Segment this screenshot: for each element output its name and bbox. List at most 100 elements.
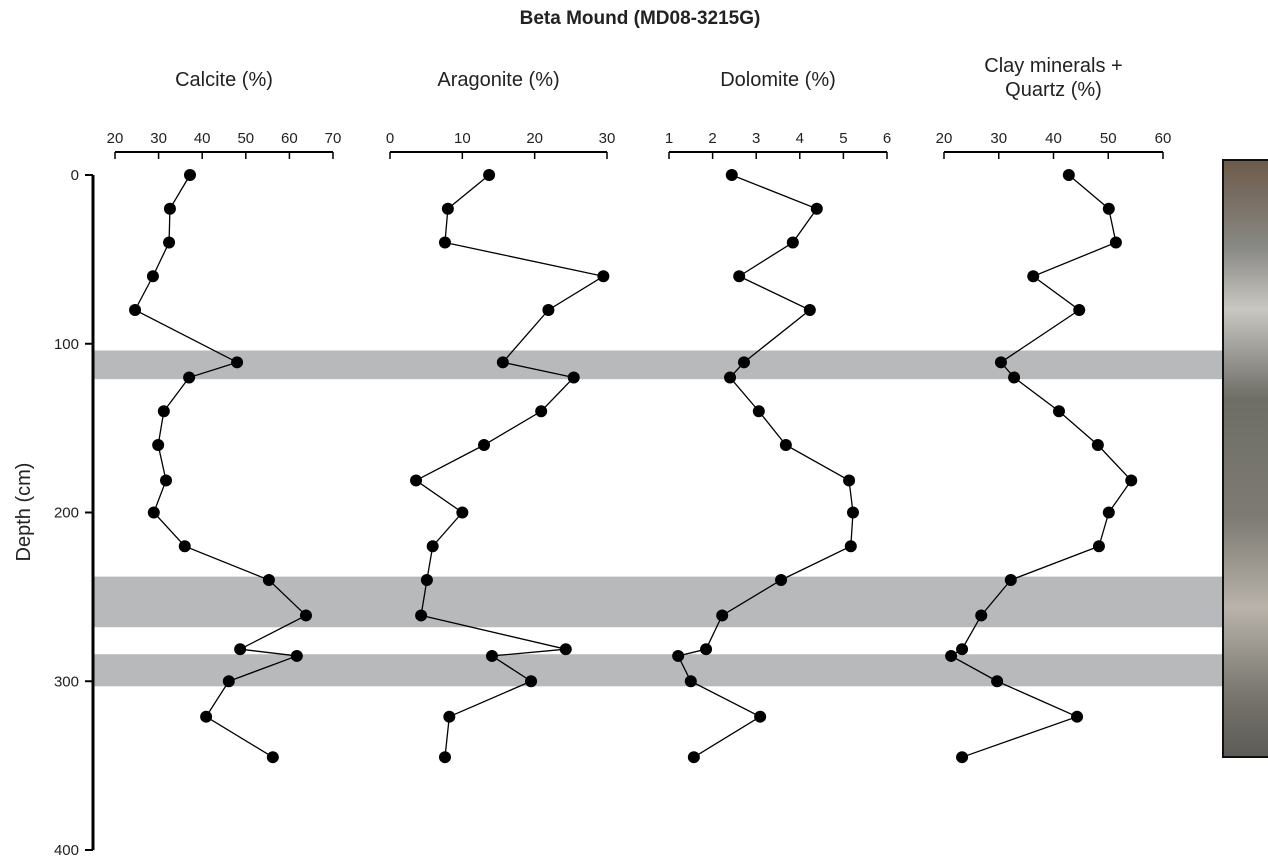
data-point — [1008, 372, 1020, 384]
x-tick-label: 60 — [281, 130, 298, 147]
data-point — [956, 643, 968, 655]
x-tick-label: 20 — [107, 130, 124, 147]
data-point — [726, 169, 738, 181]
y-tick-label: 200 — [54, 505, 79, 522]
data-point — [597, 270, 609, 282]
data-point — [1053, 405, 1065, 417]
data-point — [410, 474, 422, 486]
chart: Beta Mound (MD08-3215G) Depth (cm) 0 100 2… — [0, 0, 1268, 859]
data-point — [560, 643, 572, 655]
data-point — [164, 203, 176, 215]
data-point — [158, 405, 170, 417]
panel-title: Dolomite (%) — [683, 68, 873, 92]
data-point — [568, 372, 580, 384]
data-point — [1063, 169, 1075, 181]
x-tick-label: 30 — [990, 130, 1007, 147]
data-point — [542, 304, 554, 316]
y-tick-label: 100 — [54, 336, 79, 353]
data-point — [160, 474, 172, 486]
data-point — [183, 372, 195, 384]
x-tick-label: 30 — [599, 130, 616, 147]
data-point — [775, 574, 787, 586]
data-point — [804, 304, 816, 316]
data-point — [483, 169, 495, 181]
data-point — [525, 675, 537, 687]
y-axis-label: Depth (cm) — [13, 463, 35, 562]
data-point — [845, 540, 857, 552]
data-point — [700, 643, 712, 655]
x-tick-label: 4 — [796, 130, 804, 147]
data-point — [716, 609, 728, 621]
data-point — [148, 507, 160, 519]
data-point — [1071, 711, 1083, 723]
data-point — [478, 439, 490, 451]
data-point — [754, 711, 766, 723]
y-tick-label: 0 — [71, 167, 79, 184]
data-point — [811, 203, 823, 215]
data-point — [184, 169, 196, 181]
x-tick-label: 20 — [526, 130, 543, 147]
data-point — [1092, 439, 1104, 451]
x-tick-label: 40 — [194, 130, 211, 147]
data-point — [200, 711, 212, 723]
data-point — [672, 650, 684, 662]
data-point — [456, 507, 468, 519]
data-point — [753, 405, 765, 417]
data-point — [439, 237, 451, 249]
core-photo — [1223, 160, 1268, 757]
panel-title: Clay minerals + Quartz (%) — [959, 54, 1149, 102]
data-point — [263, 574, 275, 586]
data-point — [787, 237, 799, 249]
data-point — [1125, 474, 1137, 486]
x-tick-label: 50 — [1100, 130, 1117, 147]
panel-title: Calcite (%) — [129, 68, 319, 92]
data-point — [975, 609, 987, 621]
x-tick-label: 70 — [325, 130, 342, 147]
data-point — [442, 203, 454, 215]
data-point — [780, 439, 792, 451]
data-point — [1073, 304, 1085, 316]
data-point — [234, 643, 246, 655]
x-tick-label: 50 — [237, 130, 254, 147]
x-tick-label: 1 — [665, 130, 673, 147]
data-point — [421, 574, 433, 586]
data-point — [129, 304, 141, 316]
panel-title: Aragonite (%) — [404, 68, 594, 92]
data-point — [535, 405, 547, 417]
x-tick-label: 10 — [454, 130, 471, 147]
data-point — [415, 609, 427, 621]
data-point — [152, 439, 164, 451]
data-point — [685, 675, 697, 687]
data-point — [427, 540, 439, 552]
shaded-band — [93, 351, 1268, 380]
x-tick-label: 6 — [883, 130, 891, 147]
x-tick-label: 20 — [936, 130, 953, 147]
data-point — [1093, 540, 1105, 552]
data-point — [291, 650, 303, 662]
data-point — [956, 751, 968, 763]
y-tick-label: 300 — [54, 673, 79, 690]
data-point — [843, 474, 855, 486]
data-point — [733, 270, 745, 282]
data-point — [1005, 574, 1017, 586]
data-point — [147, 270, 159, 282]
data-point — [1027, 270, 1039, 282]
x-tick-label: 40 — [1045, 130, 1062, 147]
data-point — [486, 650, 498, 662]
data-point — [724, 372, 736, 384]
x-tick-label: 30 — [150, 130, 167, 147]
data-point — [497, 356, 509, 368]
data-point — [991, 675, 1003, 687]
data-point — [300, 609, 312, 621]
chart-title: Beta Mound (MD08-3215G) — [520, 8, 761, 29]
x-tick-label: 5 — [839, 130, 847, 147]
x-tick-label: 2 — [708, 130, 716, 147]
data-point — [443, 711, 455, 723]
data-point — [995, 356, 1007, 368]
data-point — [231, 356, 243, 368]
data-point — [439, 751, 451, 763]
x-tick-label: 60 — [1155, 130, 1172, 147]
data-point — [1110, 237, 1122, 249]
data-point — [163, 237, 175, 249]
figure: Beta Mound (MD08-3215G) Depth (cm) 0 100 2… — [0, 0, 1268, 859]
